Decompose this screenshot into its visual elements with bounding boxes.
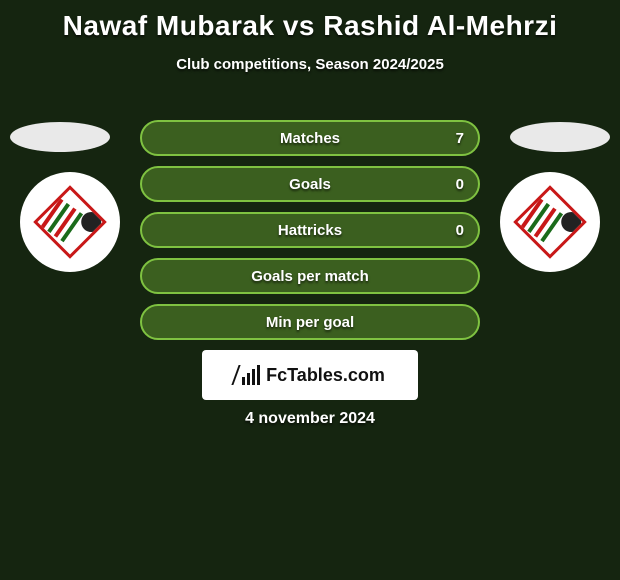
stat-label: Min per goal bbox=[142, 314, 478, 331]
player-photo-right bbox=[510, 122, 610, 152]
stat-row-matches: Matches 7 bbox=[140, 120, 480, 156]
comparison-title: Nawaf Mubarak vs Rashid Al-Mehrzi bbox=[0, 0, 620, 42]
chart-icon bbox=[235, 365, 260, 385]
stats-container: Matches 7 Goals 0 Hattricks 0 Goals per … bbox=[140, 120, 480, 350]
stat-label: Goals per match bbox=[142, 268, 478, 285]
brand-logo: FcTables.com bbox=[202, 350, 418, 400]
stat-value: 0 bbox=[456, 222, 464, 239]
comparison-subtitle: Club competitions, Season 2024/2025 bbox=[0, 56, 620, 73]
club-badge-right bbox=[500, 172, 600, 272]
stat-row-goals: Goals 0 bbox=[140, 166, 480, 202]
club-crest-icon bbox=[513, 185, 587, 259]
stat-label: Matches bbox=[142, 130, 478, 147]
stat-row-min-per-goal: Min per goal bbox=[140, 304, 480, 340]
player-photo-left bbox=[10, 122, 110, 152]
brand-name: FcTables.com bbox=[266, 365, 385, 386]
stat-value: 7 bbox=[456, 130, 464, 147]
stat-row-hattricks: Hattricks 0 bbox=[140, 212, 480, 248]
stat-row-goals-per-match: Goals per match bbox=[140, 258, 480, 294]
club-crest-icon bbox=[33, 185, 107, 259]
club-badge-left bbox=[20, 172, 120, 272]
snapshot-date: 4 november 2024 bbox=[0, 410, 620, 428]
stat-value: 0 bbox=[456, 176, 464, 193]
stat-label: Hattricks bbox=[142, 222, 478, 239]
stat-label: Goals bbox=[142, 176, 478, 193]
